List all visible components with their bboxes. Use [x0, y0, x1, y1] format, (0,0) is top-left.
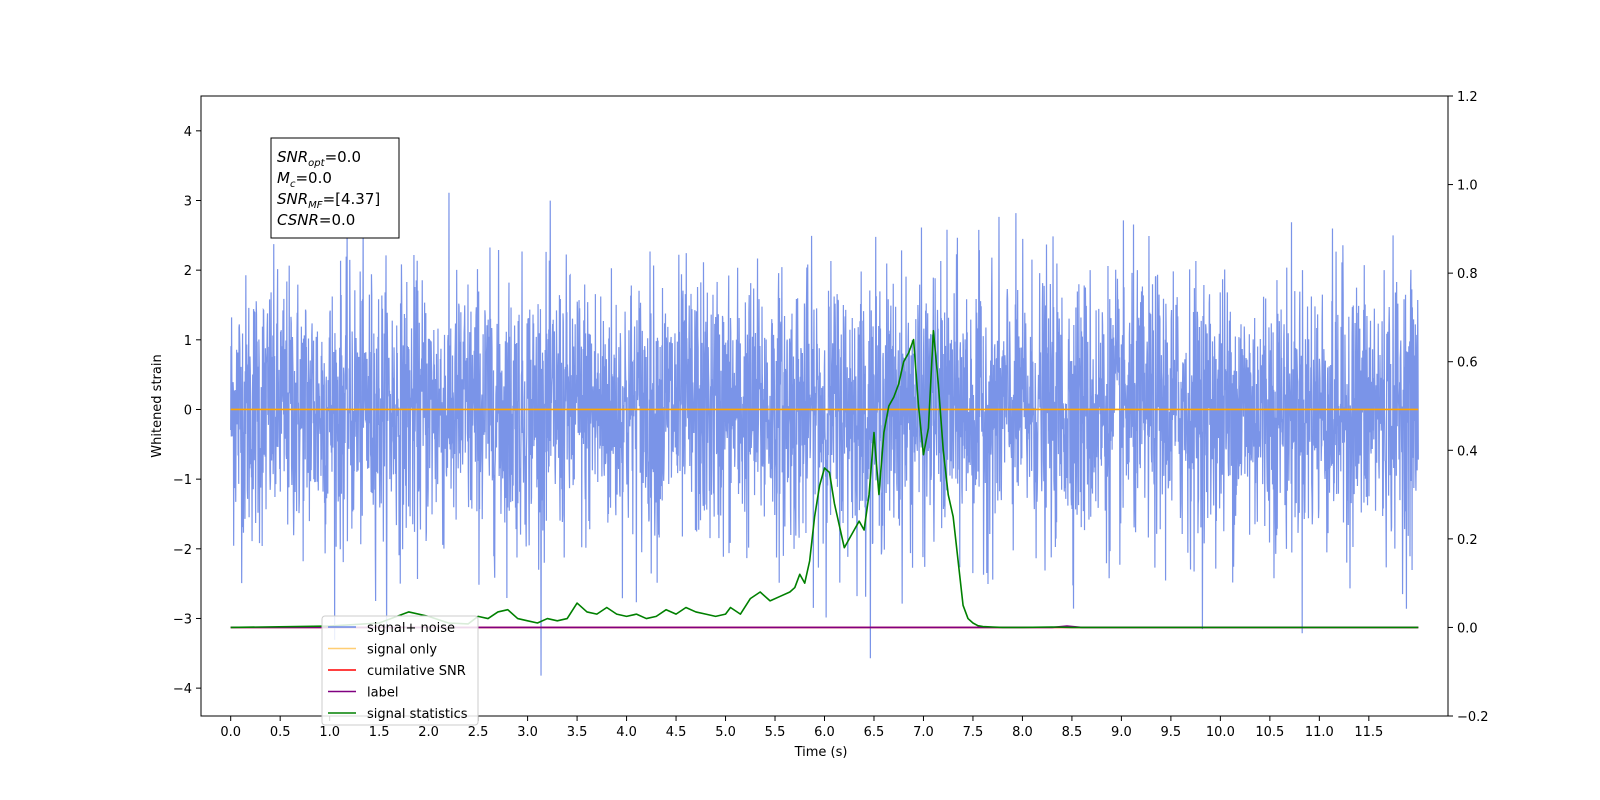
x-tick-label: 11.0 [1305, 725, 1334, 740]
signal-noise-series [230, 192, 1419, 676]
y-right-tick-label: 0.6 [1457, 356, 1478, 371]
y-right-tick-label: 0.2 [1457, 533, 1478, 548]
x-tick-label: 5.5 [765, 725, 786, 740]
x-tick-label: 4.5 [666, 725, 687, 740]
x-tick-label: 10.5 [1255, 725, 1284, 740]
y-right-tick-label: 1.0 [1457, 179, 1478, 194]
x-axis-label: Time (s) [794, 745, 848, 760]
y-axis-left: −4 −3 −2 −1 0 1 2 3 4 [173, 125, 201, 697]
y-left-tick-label: 3 [184, 194, 192, 209]
legend-frame [321, 615, 479, 726]
x-tick-label: 10.0 [1206, 725, 1235, 740]
x-tick-label: 8.5 [1062, 725, 1083, 740]
x-tick-label: 5.0 [715, 725, 736, 740]
legend-label: signal statistics [367, 707, 468, 722]
x-tick-label: 2.5 [468, 725, 489, 740]
y-left-tick-label: −3 [173, 612, 192, 627]
y-left-tick-label: 1 [184, 334, 192, 349]
x-tick-label: 0.5 [270, 725, 291, 740]
x-tick-label: 2.0 [418, 725, 439, 740]
x-tick-label: 11.5 [1354, 725, 1383, 740]
y-right-tick-label: 0.4 [1457, 444, 1478, 459]
info-line: SNRMF=[4.37] [277, 190, 380, 211]
x-tick-label: 6.5 [864, 725, 885, 740]
y-axis-label: Whitened strain [150, 354, 165, 457]
x-tick-label: 1.5 [369, 725, 390, 740]
signal-statistics-line [230, 329, 1419, 629]
info-line: Mc=0.0 [277, 169, 332, 190]
info-line: CSNR=0.0 [277, 211, 355, 229]
legend-label: signal only [367, 643, 437, 658]
x-tick-label: 1.0 [319, 725, 340, 740]
legend-label: signal+ noise [367, 621, 455, 636]
x-tick-label: 8.0 [1012, 725, 1033, 740]
y-left-tick-label: 0 [184, 403, 192, 418]
y-left-tick-label: −1 [173, 473, 192, 488]
y-left-tick-label: −4 [173, 682, 192, 697]
x-tick-label: 3.0 [517, 725, 538, 740]
y-right-tick-label: 0.8 [1457, 267, 1478, 282]
y-left-tick-label: −2 [173, 543, 192, 558]
legend-label: label [367, 686, 398, 701]
y-right-tick-label: 0.0 [1457, 621, 1478, 636]
info-box-frame [270, 137, 400, 239]
signal-noise-line [230, 192, 1419, 676]
x-tick-label: 7.0 [913, 725, 934, 740]
y-left-tick-label: 4 [184, 125, 192, 140]
y-axis-right: −0.2 0.0 0.2 0.4 0.6 0.8 1.0 1.2 [1448, 90, 1489, 725]
x-tick-label: 7.5 [963, 725, 984, 740]
x-tick-label: 3.5 [567, 725, 588, 740]
y-left-tick-label: 2 [184, 264, 192, 279]
x-tick-label: 6.0 [814, 725, 835, 740]
legend-label: cumilative SNR [367, 664, 466, 679]
info-line: SNRopt=0.0 [277, 148, 361, 169]
y-right-tick-label: −0.2 [1457, 710, 1489, 725]
y-right-tick-label: 1.2 [1457, 90, 1478, 105]
x-tick-label: 9.5 [1161, 725, 1182, 740]
x-tick-label: 9.0 [1111, 725, 1132, 740]
x-tick-label: 0.0 [220, 725, 241, 740]
x-tick-label: 4.0 [616, 725, 637, 740]
legend: signal+ noise signal only cumilative SNR la… [321, 615, 479, 726]
x-axis: 0.0 0.5 1.0 1.5 2.0 2.5 3.0 3.5 4.0 4.5 5.0 5.5 6.0 6… [220, 716, 1383, 740]
